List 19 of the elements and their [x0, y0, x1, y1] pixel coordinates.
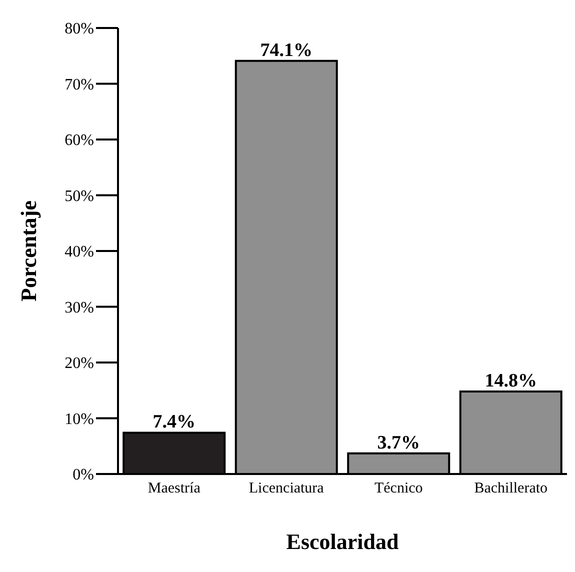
y-tick-label: 70% — [64, 76, 94, 94]
x-tick-label: Técnico — [374, 480, 423, 497]
data-label: 74.1% — [260, 40, 312, 61]
x-tick-label: Licenciatura — [248, 480, 324, 497]
y-tick-label: 10% — [64, 410, 94, 428]
x-tick-label: Maestría — [148, 480, 201, 497]
y-tick-label: 50% — [64, 188, 94, 205]
x-axis-title: Escolaridad — [286, 529, 399, 554]
y-tick-label: 40% — [64, 244, 94, 261]
y-tick-label: 20% — [64, 355, 94, 372]
y-tick-label: 80% — [64, 20, 94, 38]
data-label: 7.4% — [152, 412, 196, 433]
y-tick-label: 30% — [64, 299, 94, 316]
y-axis-title: Porcentaje — [16, 200, 41, 302]
y-tick-label: 60% — [64, 132, 94, 150]
data-label: 14.8% — [484, 370, 537, 392]
x-tick-label: Bachillerato — [474, 480, 548, 497]
y-tick-label: 0% — [72, 466, 94, 484]
data-label: 3.7% — [377, 432, 420, 454]
